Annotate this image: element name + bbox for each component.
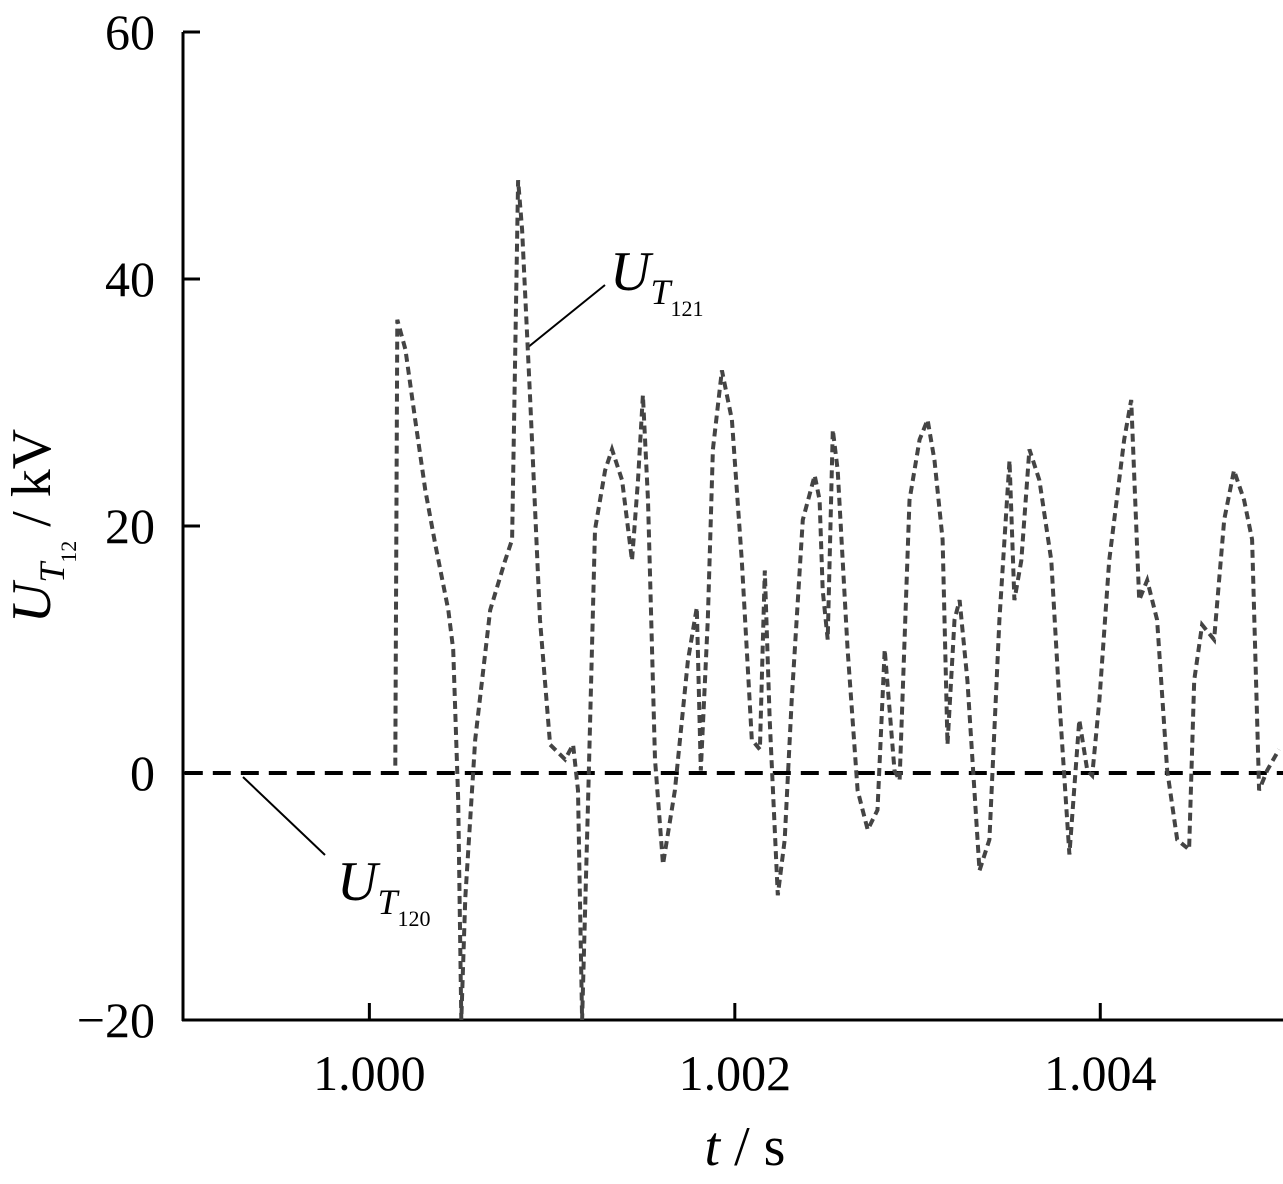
x-tick-label: 1.004 — [1044, 1045, 1157, 1101]
leader-line — [526, 284, 606, 349]
label-part: U — [337, 851, 381, 913]
label-part: U — [1, 579, 63, 623]
label-part: T — [32, 560, 72, 583]
x-tick-label: 1.000 — [313, 1045, 426, 1101]
leader-line — [242, 776, 326, 856]
label-part: 12 — [56, 541, 81, 563]
label-part: U — [610, 241, 654, 303]
label-part: 121 — [670, 296, 703, 321]
label-part: / s — [720, 1116, 785, 1178]
y-tick-label: −20 — [77, 992, 155, 1048]
label-part: T — [377, 882, 400, 922]
x-tick-label: 1.002 — [679, 1045, 792, 1101]
y-axis-label: UT12 / kV — [1, 429, 81, 623]
y-tick-label: 60 — [105, 4, 155, 60]
y-tick-label: 0 — [130, 745, 155, 801]
y-tick-label: 40 — [105, 251, 155, 307]
label-part: 120 — [397, 906, 430, 931]
y-tick-label: 20 — [105, 498, 155, 554]
annotation: UT120 — [337, 851, 430, 931]
label-part: t — [705, 1116, 722, 1178]
x-axis-label: t / s — [705, 1116, 786, 1178]
series-line — [393, 180, 1281, 1020]
label-part: T — [650, 272, 673, 312]
annotation: UT121 — [610, 241, 703, 321]
label-part: / kV — [1, 429, 63, 541]
